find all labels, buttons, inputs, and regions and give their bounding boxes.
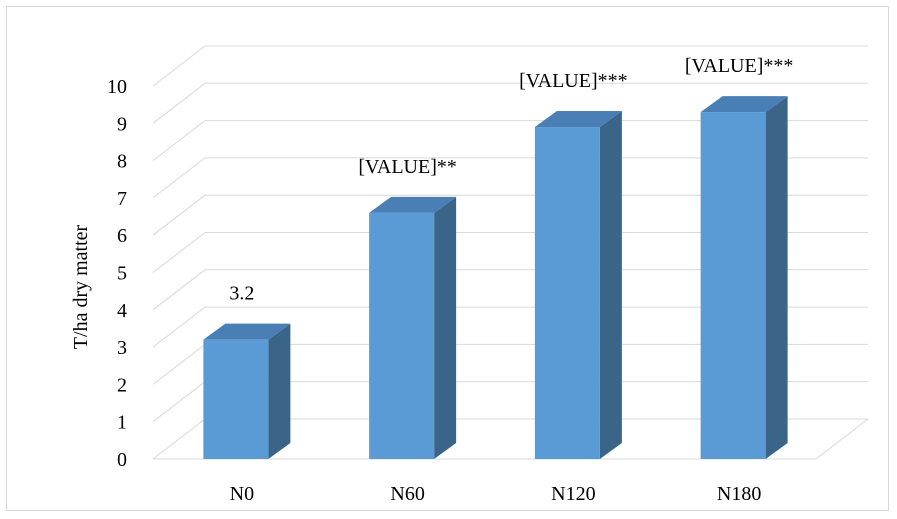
data-label-n0: 3.2 [229, 283, 254, 305]
bar-side-n180 [765, 96, 788, 460]
y-tick-label-6: 6 [117, 225, 127, 247]
y-tick-label-7: 7 [117, 188, 127, 210]
floor-right-edge [815, 418, 869, 460]
gridline-side-2 [152, 344, 206, 385]
y-axis-label: T/ha dry matter [70, 224, 92, 349]
data-label-n180: [VALUE]*** [685, 55, 794, 77]
bar-side-n60 [434, 196, 457, 459]
gridline-side-4 [152, 269, 206, 311]
x-tick-label-n120: N120 [551, 483, 595, 505]
data-label-n60: [VALUE]** [358, 156, 457, 178]
bar-top-n60 [369, 196, 457, 213]
y-tick-label-10: 10 [107, 76, 127, 98]
y-tick-label-0: 0 [117, 449, 127, 471]
y-tick-label-4: 4 [117, 300, 127, 322]
bar-front-n60 [369, 212, 435, 459]
bar-top-n120 [534, 111, 622, 128]
bars [203, 96, 788, 460]
bar-n120 [534, 111, 622, 459]
bar-n0 [203, 323, 291, 459]
gridline-side-10 [152, 45, 206, 87]
x-tick-label-n0: N0 [230, 483, 254, 505]
bar-n180 [700, 96, 788, 460]
axes: 0 1 2 3 4 5 6 7 8 9 10 N0 N60 N120 N180 [107, 76, 761, 505]
gridline-side-0 [152, 418, 206, 460]
bar-top-n180 [700, 96, 788, 113]
gridline-side-5 [152, 232, 206, 273]
y-tick-label-3: 3 [117, 337, 127, 359]
y-tick-label-8: 8 [117, 151, 127, 173]
gridline-side-1 [152, 381, 206, 423]
bar-front-n120 [534, 127, 600, 459]
gridline-side-9 [152, 82, 206, 124]
data-labels: 3.2 [VALUE]** [VALUE]*** [VALUE]*** [229, 55, 793, 305]
gridline-side-3 [152, 306, 206, 348]
bar-top-n0 [203, 323, 291, 340]
bar-front-n0 [203, 339, 269, 459]
bar-side-n0 [268, 323, 291, 459]
bar-n60 [369, 196, 457, 459]
gridline-side-6 [152, 194, 206, 236]
gridline-side-8 [152, 120, 206, 161]
x-tick-label-n60: N60 [390, 483, 424, 505]
y-tick-label-9: 9 [117, 113, 127, 135]
data-label-n120: [VALUE]*** [519, 70, 628, 92]
x-tick-label-n180: N180 [717, 483, 761, 505]
gridline-side-7 [152, 157, 206, 199]
bar-side-n120 [599, 111, 622, 459]
y-tick-label-1: 1 [117, 412, 127, 434]
y-tick-label-5: 5 [117, 263, 127, 285]
y-tick-label-2: 2 [117, 374, 127, 396]
bar-front-n180 [700, 112, 766, 460]
